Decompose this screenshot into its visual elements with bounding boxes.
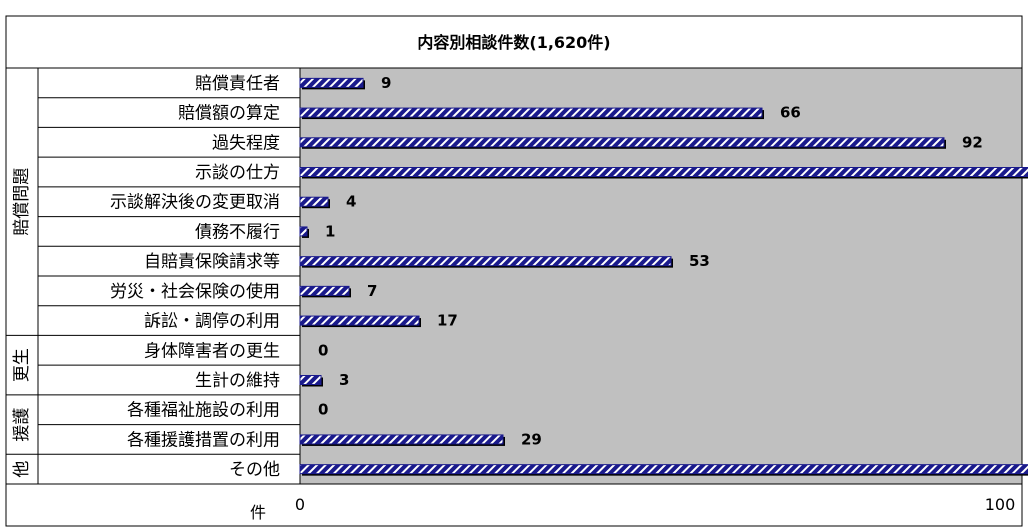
bar-value-label: 66 — [780, 104, 801, 122]
category-label: 身体障害者の更生 — [144, 341, 280, 361]
category-label: その他 — [229, 460, 280, 480]
category-label: 生計の維持 — [195, 371, 280, 391]
group-label: 他 — [12, 461, 32, 478]
group-label: 援護 — [12, 408, 32, 442]
category-label: 労災・社会保険の使用 — [110, 281, 280, 302]
bar-value-label: 1 — [325, 222, 335, 240]
category-label: 訴訟・調停の利用 — [144, 312, 280, 332]
bar-value-label: 53 — [689, 252, 710, 270]
bar — [299, 256, 672, 267]
bar — [299, 464, 1028, 475]
bar — [299, 77, 364, 88]
plot-area — [299, 67, 1023, 485]
x-tick-label: 0 — [295, 495, 305, 514]
category-labels: 賠償責任者賠償額の算定過失程度示談の仕方示談解決後の変更取消債務不履行自賠責保険… — [38, 74, 300, 485]
x-axis-unit-label: 件 — [250, 503, 266, 522]
bar-value-label: 29 — [521, 430, 542, 448]
category-label: 示談解決後の変更取消 — [110, 193, 280, 213]
group-label: 賠償問題 — [12, 168, 32, 236]
bar — [299, 107, 763, 118]
category-label: 賠償額の算定 — [178, 104, 280, 124]
category-label: 債務不履行 — [195, 222, 280, 242]
chart-title: 内容別相談件数(1,620件) — [417, 33, 610, 52]
bar-value-label: 4 — [346, 193, 356, 211]
x-tick-label: 100 — [985, 495, 1016, 514]
bars: 96692900415371703029439 — [299, 74, 1028, 476]
bar — [299, 196, 329, 207]
bar — [299, 285, 350, 296]
bar-value-label: 3 — [339, 371, 349, 389]
bar-value-label: 0 — [318, 401, 328, 419]
bar-value-label: 92 — [962, 133, 983, 151]
group-label: 更生 — [12, 348, 32, 382]
bar — [299, 226, 308, 237]
bar-value-label: 17 — [437, 312, 458, 330]
bar — [299, 137, 945, 148]
category-label: 各種援護措置の利用 — [127, 430, 280, 450]
category-label: 示談の仕方 — [195, 163, 280, 183]
category-label: 各種福祉施設の利用 — [127, 401, 280, 421]
category-label: 自賠責保険請求等 — [144, 252, 280, 272]
bar-value-label: 0 — [318, 341, 328, 359]
bar — [299, 375, 322, 385]
bar-value-label: 9 — [381, 74, 391, 92]
category-label: 賠償責任者 — [195, 74, 280, 94]
x-axis-ticks: 01002003004005006007008009001000 — [295, 495, 1016, 514]
bar — [299, 315, 420, 326]
bar — [299, 167, 1028, 177]
bar-value-label: 7 — [367, 282, 377, 300]
category-label: 過失程度 — [212, 133, 280, 153]
bar — [299, 434, 504, 445]
